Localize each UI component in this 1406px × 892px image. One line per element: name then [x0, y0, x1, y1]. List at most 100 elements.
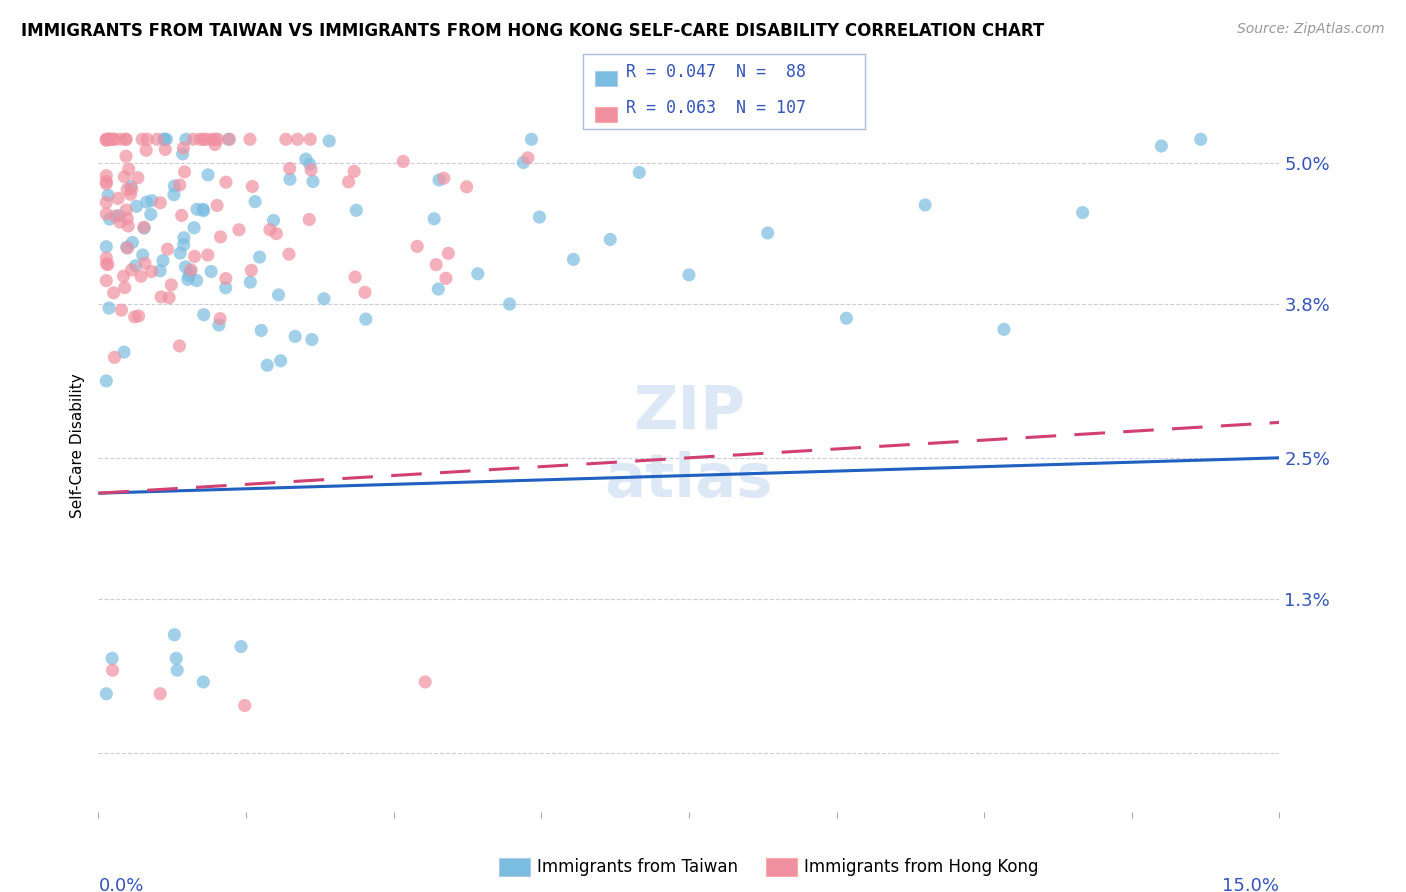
Point — [188, 132, 211, 146]
Point — [437, 246, 460, 260]
Point — [423, 211, 446, 226]
Point — [107, 191, 129, 205]
Text: R = 0.047  N =  88: R = 0.047 N = 88 — [626, 63, 806, 81]
Point — [127, 170, 149, 185]
Point — [208, 318, 231, 332]
Point — [141, 265, 163, 279]
Point — [173, 165, 195, 179]
Point — [392, 154, 415, 169]
Point — [278, 161, 301, 176]
Point — [233, 698, 256, 713]
Point — [131, 132, 153, 146]
Point — [107, 209, 129, 223]
Point — [149, 195, 172, 210]
Point — [121, 262, 143, 277]
Point — [112, 269, 135, 284]
Point — [96, 240, 118, 254]
Point — [434, 271, 457, 285]
Point — [96, 175, 118, 189]
Point — [344, 270, 367, 285]
Point — [337, 175, 360, 189]
Point — [287, 132, 309, 146]
Point — [274, 132, 297, 146]
Point — [104, 209, 127, 223]
Point — [120, 187, 142, 202]
Point — [193, 203, 215, 218]
Point — [169, 246, 191, 260]
Point — [344, 203, 367, 218]
Point — [209, 311, 232, 326]
Point — [134, 256, 156, 270]
Point — [263, 213, 285, 227]
Point — [301, 333, 323, 347]
Point — [163, 187, 186, 202]
Point — [108, 215, 131, 229]
Point — [115, 202, 138, 217]
Point — [114, 132, 136, 146]
Point — [120, 179, 142, 194]
Point — [96, 251, 118, 265]
Point — [125, 199, 148, 213]
Point — [218, 132, 240, 146]
Point — [129, 269, 152, 284]
Point — [516, 151, 538, 165]
Point — [128, 309, 150, 323]
Point — [413, 675, 436, 690]
Point — [115, 182, 138, 196]
Point — [243, 194, 266, 209]
Point — [200, 264, 222, 278]
Point — [678, 268, 700, 282]
Point — [204, 132, 226, 146]
Point — [149, 687, 172, 701]
Point — [139, 207, 162, 221]
Point — [115, 149, 138, 163]
Point — [249, 250, 271, 264]
Point — [186, 202, 208, 217]
Point — [183, 132, 205, 146]
Point — [270, 353, 292, 368]
Point — [153, 132, 176, 146]
Point — [193, 132, 215, 146]
Point — [96, 133, 118, 147]
Point — [97, 188, 120, 202]
Point — [152, 253, 174, 268]
Point — [1189, 132, 1212, 146]
Point — [467, 267, 489, 281]
Point — [993, 322, 1015, 336]
Point — [228, 223, 250, 237]
Point — [406, 239, 429, 253]
Point — [124, 310, 146, 324]
Point — [215, 281, 238, 295]
Point — [183, 220, 205, 235]
Point — [318, 134, 340, 148]
Point — [173, 237, 195, 252]
Point — [284, 329, 307, 343]
Point — [278, 247, 301, 261]
Point — [96, 177, 118, 191]
Point — [835, 311, 858, 326]
Point — [117, 219, 139, 233]
Text: 15.0%: 15.0% — [1222, 877, 1279, 892]
Point — [427, 282, 450, 296]
Text: 0.0%: 0.0% — [98, 877, 143, 892]
Point — [1071, 205, 1094, 219]
Point — [103, 132, 125, 146]
Point — [302, 174, 325, 188]
Point — [628, 165, 651, 179]
Point — [205, 198, 228, 212]
Point — [115, 132, 138, 146]
Point — [456, 179, 478, 194]
Point — [229, 640, 252, 654]
Point — [298, 212, 321, 227]
Point — [215, 175, 238, 189]
Point — [529, 210, 551, 224]
Point — [124, 259, 146, 273]
Point — [117, 211, 139, 226]
Point — [112, 169, 135, 184]
Point — [177, 268, 200, 283]
Point — [174, 132, 197, 146]
Point — [177, 272, 200, 286]
Point — [194, 132, 217, 146]
Point — [172, 147, 194, 161]
Text: ZIP
atlas: ZIP atlas — [605, 383, 773, 509]
